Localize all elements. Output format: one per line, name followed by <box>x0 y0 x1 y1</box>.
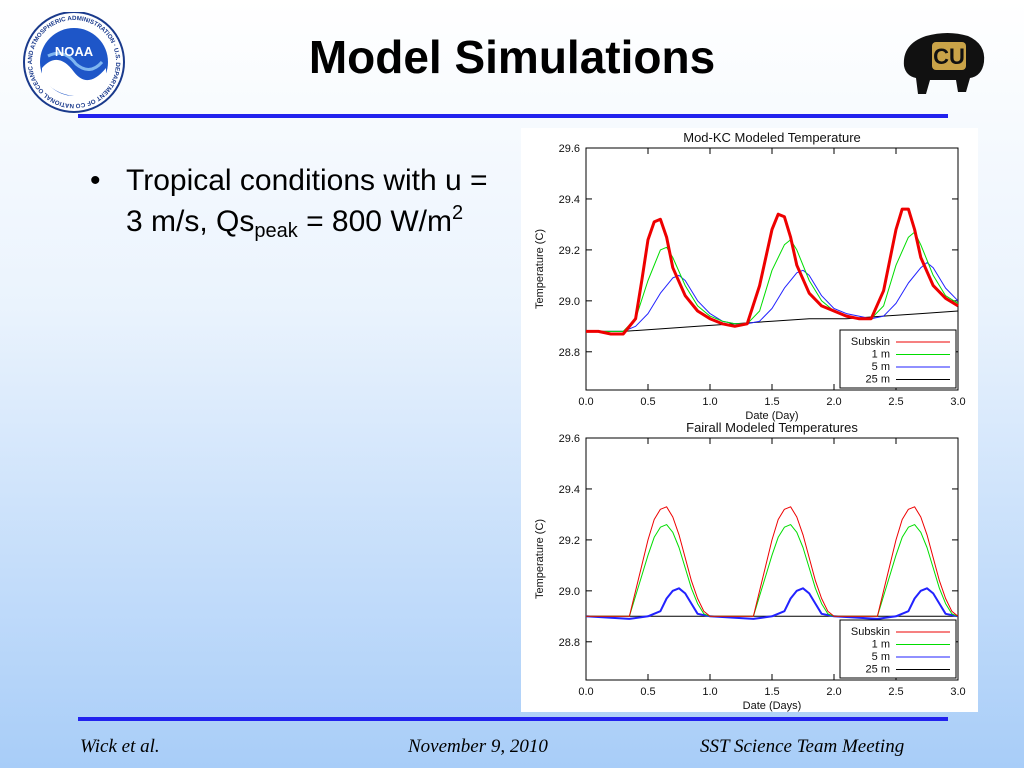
chart1-xtick-label: 1.5 <box>764 396 779 408</box>
chart1-legend-label: 25 m <box>866 374 890 386</box>
chart2-series-5m <box>585 587 959 620</box>
chart1-title: Mod-KC Modeled Temperature <box>683 130 861 145</box>
chart1-ytick-label: 29.2 <box>559 245 580 257</box>
charts-svg: Mod-KC Modeled Temperature 0.0 0.5 1.0 1.5 2.… <box>534 130 966 712</box>
footer-author: Wick et al. <box>80 736 160 757</box>
chart1-xtick-label: 2.5 <box>888 396 903 408</box>
cu-logo-text: CU <box>933 44 965 69</box>
chart1-xtick-label: 0.5 <box>640 396 655 408</box>
chart2-ylabel: Temperature (C) <box>534 519 546 599</box>
chart2-xtick-label: 2.5 <box>888 686 903 698</box>
chart1-ytick-label: 29.4 <box>559 194 580 206</box>
chart-panel: Mod-KC Modeled Temperature 0.0 0.5 1.0 1.5 2.… <box>521 128 978 712</box>
noaa-logo: NATIONAL OCEANIC AND ATMOSPHERIC ADMINIS… <box>15 7 130 114</box>
chart2-series-subskin <box>586 506 959 617</box>
chart2-xtick-label: 2.0 <box>826 686 841 698</box>
chart1-xtick-label: 3.0 <box>950 396 965 408</box>
chart2-ytick-label: 29.4 <box>559 484 580 496</box>
chart1-xlabel: Date (Day) <box>745 410 798 422</box>
chart1-xtick-label: 0.0 <box>578 396 593 408</box>
chart2-legend-label: 25 m <box>866 664 890 676</box>
chart2-legend-label: Subskin <box>851 626 890 638</box>
chart1-series-5m <box>586 262 959 332</box>
chart1-legend-label: Subskin <box>851 336 890 348</box>
chart2-xtick-label: 1.0 <box>702 686 717 698</box>
chart1-ytick-label: 29.0 <box>559 296 580 308</box>
chart2-xtick-label: 0.5 <box>640 686 655 698</box>
chart2-legend-label: 1 m <box>872 639 890 651</box>
bullet-sub: peak <box>254 220 298 242</box>
chart2-ytick-label: 29.6 <box>559 433 580 445</box>
chart1-ytick-label: 29.6 <box>559 143 580 155</box>
slide-title: Model Simulations <box>308 31 716 83</box>
chart1-legend-label: 1 m <box>872 349 890 361</box>
bullet-item: Tropical conditions with u = 3 m/s, Qspe… <box>126 164 506 248</box>
chart2-series-1m <box>586 524 959 617</box>
chart2-title: Fairall Modeled Temperatures <box>686 420 858 435</box>
chart2-legend-box <box>839 619 957 679</box>
chart1-series-subskin <box>586 207 959 336</box>
chart2-ytick-label: 29.2 <box>559 535 580 547</box>
chart1-xtick-label: 2.0 <box>826 396 841 408</box>
noaa-logo-text: NOAA <box>55 44 94 59</box>
chart1-ylabel: Temperature (C) <box>534 229 546 309</box>
chart1-ytick-label: 28.8 <box>559 347 580 359</box>
chart1-legend-label: 5 m <box>872 361 890 373</box>
chart2-ytick-label: 28.8 <box>559 637 580 649</box>
chart2-ytick-label: 29.0 <box>559 586 580 598</box>
chart2-xtick-label: 3.0 <box>950 686 965 698</box>
bullet-sup: 2 <box>451 202 464 224</box>
footer-date: November 9, 2010 <box>408 736 548 757</box>
chart2-legend-label: 5 m <box>872 651 890 663</box>
chart1-xtick-label: 1.0 <box>702 396 717 408</box>
chart2-xlabel: Date (Days) <box>743 700 802 712</box>
chart2-xtick-label: 1.5 <box>764 686 779 698</box>
bullet-text-1: Tropical conditions with u = 3 m/s, Qs <box>126 164 488 238</box>
footer-event: SST Science Team Meeting <box>700 736 905 757</box>
chart2-xtick-label: 0.0 <box>578 686 593 698</box>
bullet-text-2: = 800 W/m <box>297 205 452 238</box>
title-divider <box>78 114 948 118</box>
footer-divider <box>78 717 948 721</box>
chart1-legend-box <box>839 329 957 389</box>
chart1-series-25m <box>586 310 959 332</box>
cu-buffalo-logo: CU <box>896 26 990 98</box>
bullet-dot: • <box>90 164 101 197</box>
